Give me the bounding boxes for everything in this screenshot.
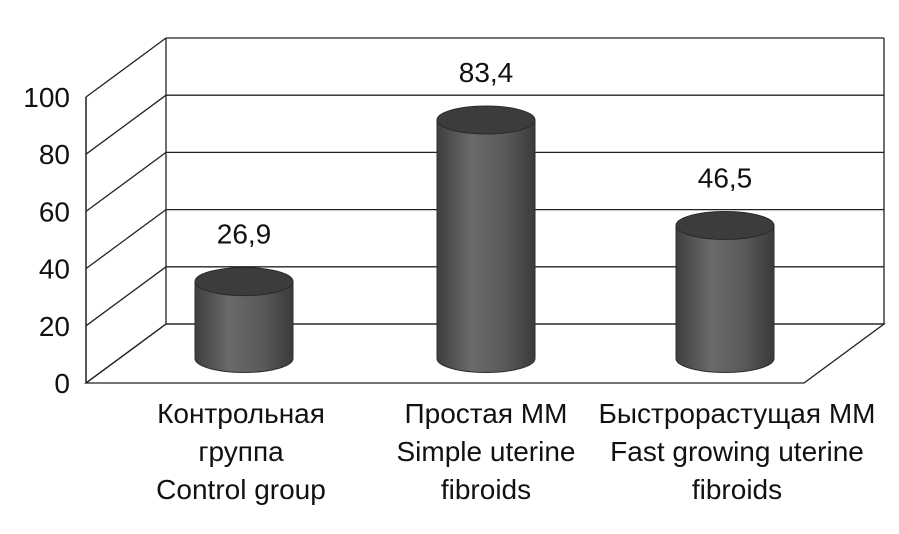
data-label: 83,4 bbox=[459, 57, 514, 88]
bar-top bbox=[675, 211, 775, 241]
bar-top bbox=[436, 105, 536, 135]
bar-body bbox=[436, 119, 536, 373]
x-category-label: Быстрорастущая ММ Fast growing uterine fib… bbox=[599, 398, 876, 505]
bar-body bbox=[194, 281, 294, 373]
x-category-label: Контрольная группа Control group bbox=[156, 398, 326, 505]
y-tick-label: 0 bbox=[54, 368, 70, 399]
x-category-line: Fast growing uterine bbox=[610, 436, 864, 467]
y-tick-label: 20 bbox=[39, 311, 70, 342]
data-label: 46,5 bbox=[698, 163, 753, 194]
x-category-line: Простая ММ bbox=[405, 398, 568, 429]
x-category-line: Быстрорастущая ММ bbox=[599, 398, 876, 429]
x-category-label: Простая ММ Simple uterine fibroids bbox=[397, 398, 576, 505]
bars bbox=[194, 105, 775, 373]
x-category-line: Control group bbox=[156, 474, 326, 505]
gridline-side bbox=[85, 151, 167, 212]
data-label: 26,9 bbox=[217, 219, 272, 250]
floor bbox=[84, 323, 886, 384]
bar bbox=[675, 211, 775, 373]
x-axis-categories: Контрольная группа Control group Простая ММ… bbox=[156, 398, 875, 505]
x-category-line: группа bbox=[198, 436, 284, 467]
y-tick-label: 80 bbox=[39, 139, 70, 170]
gridline-side bbox=[85, 209, 167, 270]
y-tick-label: 100 bbox=[23, 82, 70, 113]
x-category-line: Simple uterine bbox=[397, 436, 576, 467]
gridline-side bbox=[85, 37, 167, 98]
y-tick-label: 60 bbox=[39, 196, 70, 227]
y-tick-label: 40 bbox=[39, 254, 70, 285]
gridline-side bbox=[85, 266, 167, 327]
bar bbox=[194, 267, 294, 373]
bar-body bbox=[675, 225, 775, 373]
gridline-side bbox=[85, 94, 167, 155]
x-category-line: fibroids bbox=[441, 474, 531, 505]
x-category-line: fibroids bbox=[692, 474, 782, 505]
bar bbox=[436, 105, 536, 373]
y-axis: 0 20 40 60 80 100 bbox=[23, 82, 87, 399]
data-labels: 26,9 83,4 46,5 bbox=[217, 57, 753, 250]
x-category-line: Контрольная bbox=[157, 398, 325, 429]
bar-top bbox=[194, 267, 294, 297]
